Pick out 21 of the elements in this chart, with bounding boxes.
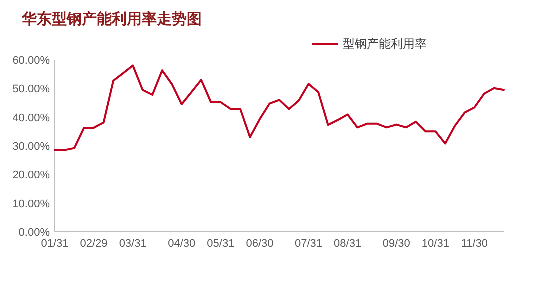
- xtick: 03/31: [119, 238, 147, 250]
- ytick: 60.00%: [12, 55, 50, 67]
- xtick: 02/29: [80, 238, 108, 250]
- xtick: 10/31: [422, 238, 450, 250]
- xtick: 01/31: [41, 238, 69, 250]
- ytick: 30.00%: [12, 141, 50, 153]
- xtick: 07/31: [295, 238, 323, 250]
- legend-label: 型钢产能利用率: [343, 37, 427, 51]
- legend: 型钢产能利用率: [312, 37, 427, 51]
- title: 华东型钢产能利用率走势图: [22, 12, 202, 28]
- xtick: 11/30: [461, 238, 488, 250]
- xtick: 08/31: [334, 238, 362, 250]
- ytick: 0.00%: [18, 227, 50, 239]
- xtick: 05/31: [207, 238, 235, 250]
- xtick: 09/30: [382, 238, 410, 250]
- xtick: 06/30: [246, 238, 274, 250]
- ytick: 50.00%: [12, 84, 50, 96]
- ytick: 20.00%: [12, 170, 50, 182]
- ytick: 10.00%: [12, 198, 50, 210]
- ytick: 40.00%: [12, 112, 50, 124]
- xtick: 04/30: [168, 238, 196, 250]
